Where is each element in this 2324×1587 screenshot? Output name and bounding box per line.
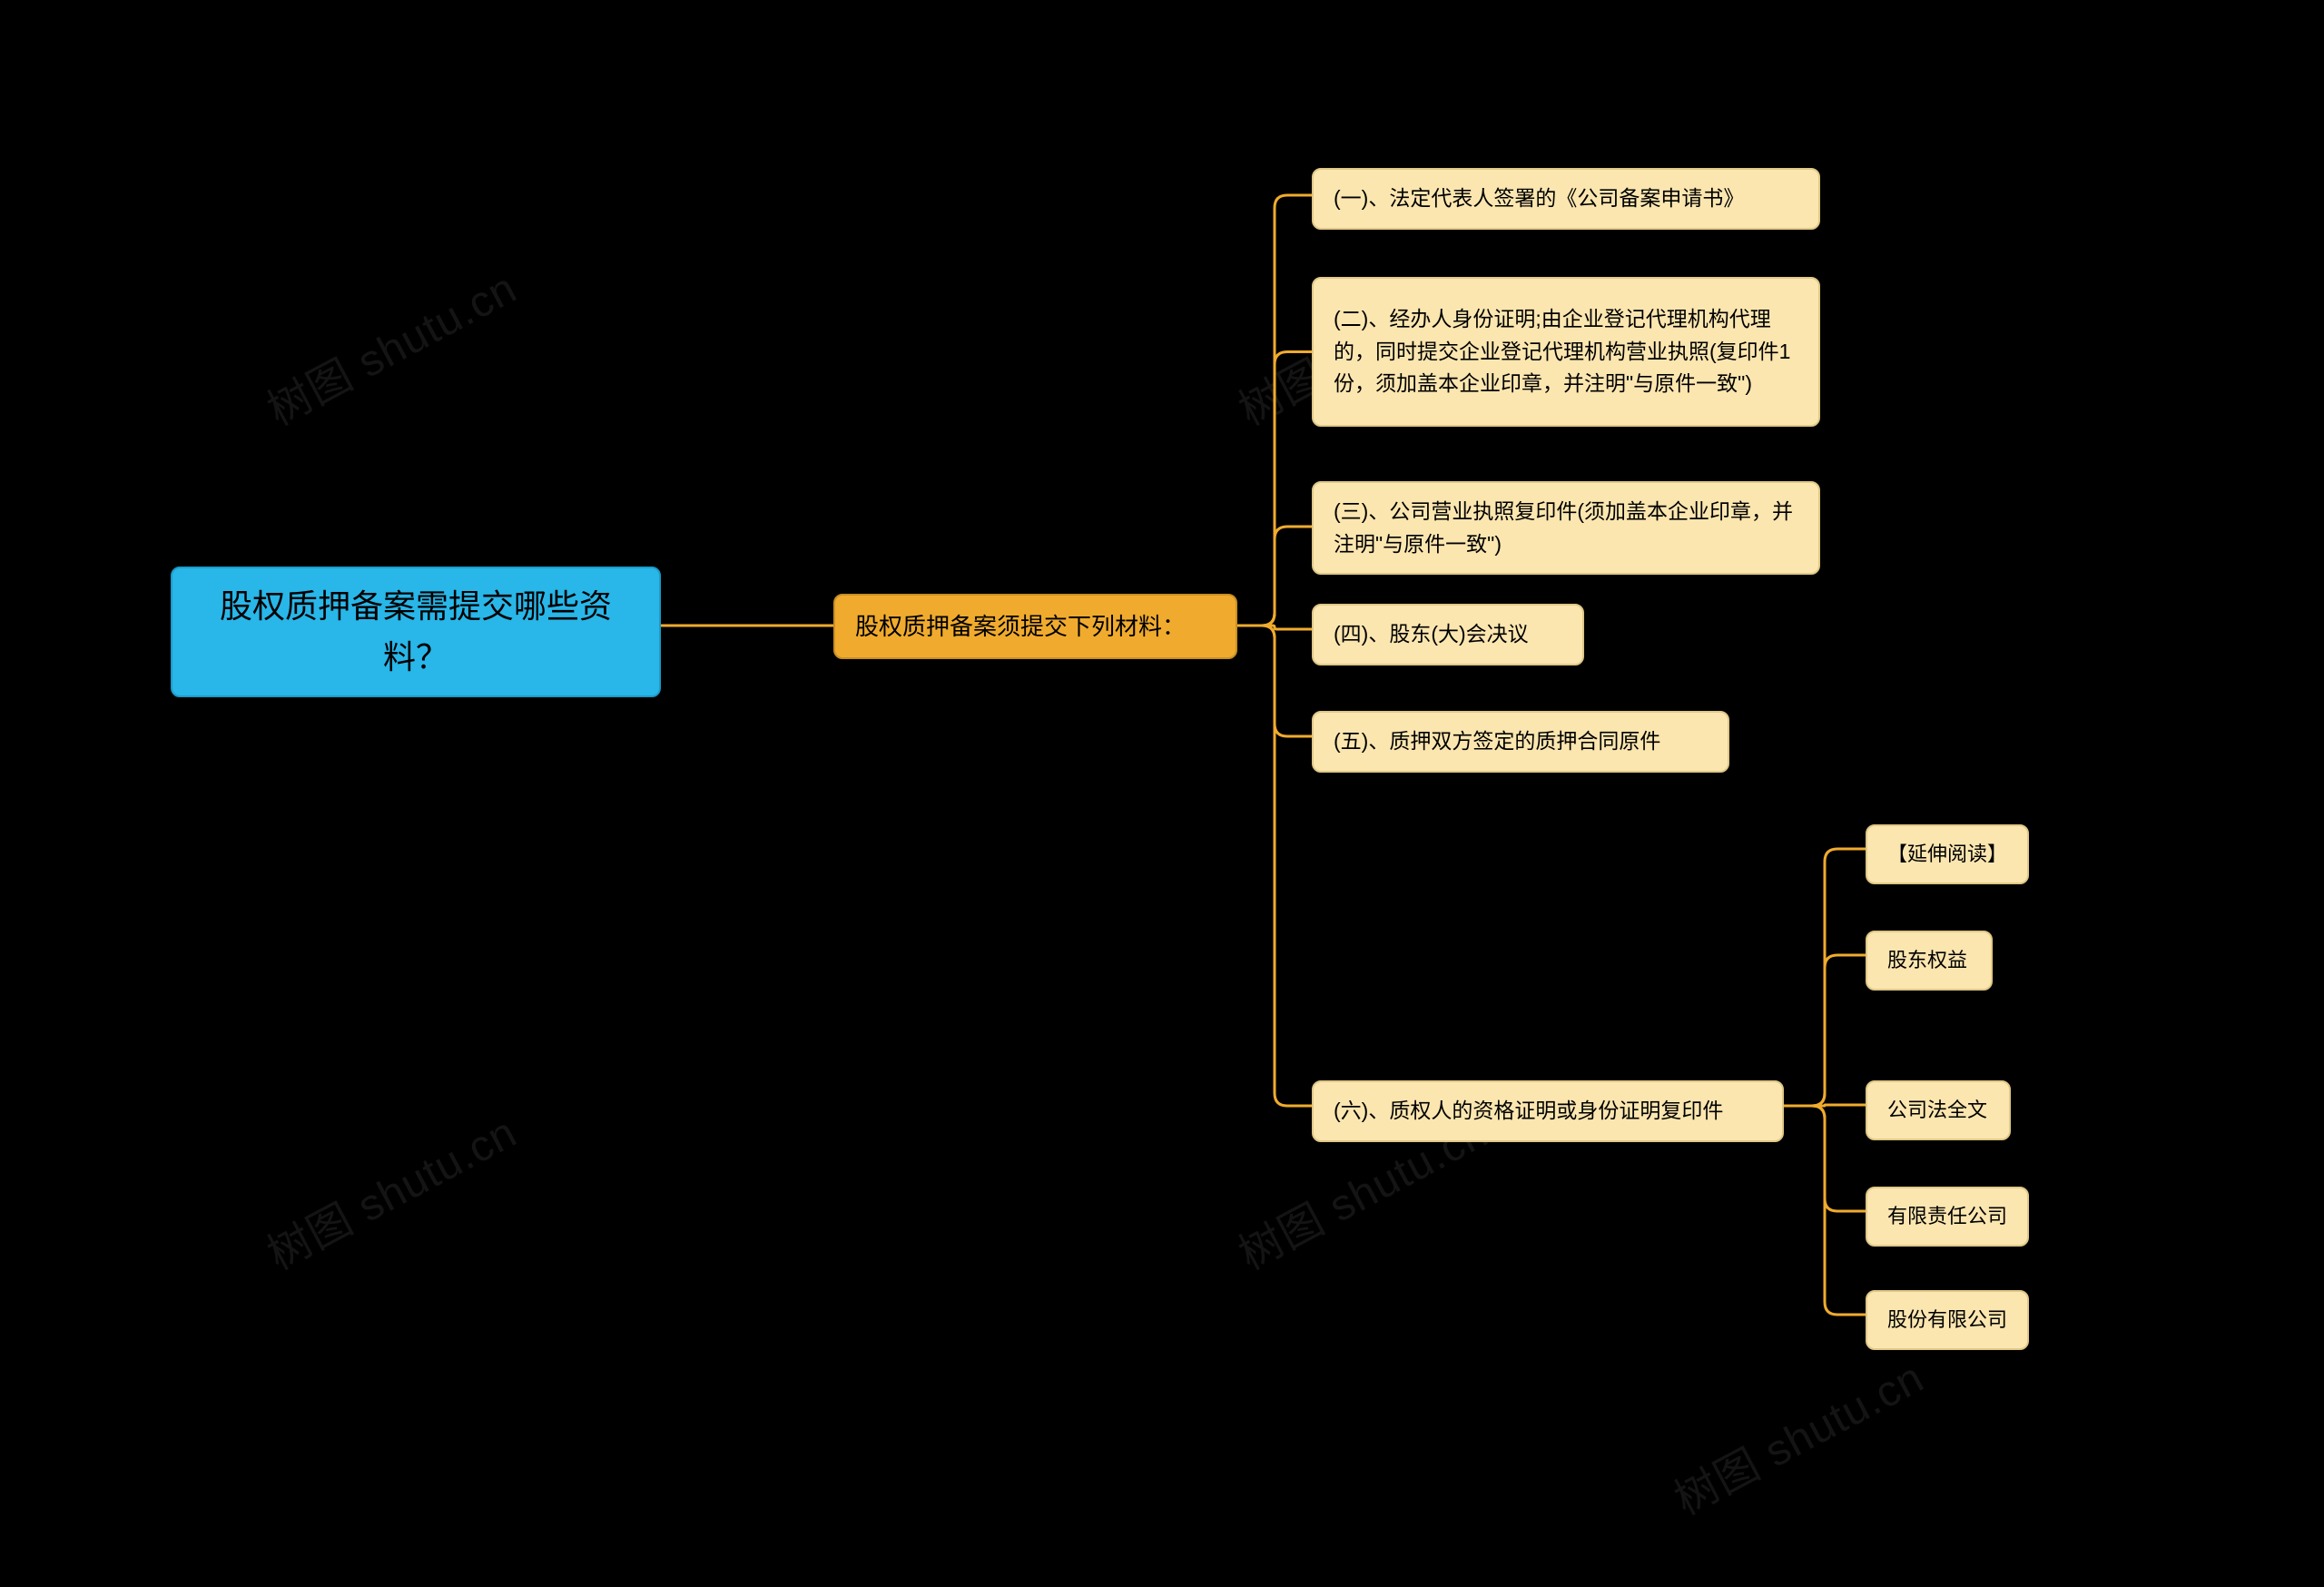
level2-node-item4-label: (四)、股东(大)会决议	[1334, 618, 1529, 651]
level2-node-item6[interactable]: (六)、质权人的资格证明或身份证明复印件	[1312, 1080, 1784, 1142]
level2-node-item1-label: (一)、法定代表人签署的《公司备案申请书》	[1334, 182, 1744, 215]
level2-node-item2[interactable]: (二)、经办人身份证明;由企业登记代理机构代理的，同时提交企业登记代理机构营业执…	[1312, 277, 1820, 427]
level3-node-ext3-label: 公司法全文	[1887, 1095, 1987, 1126]
level2-node-item4[interactable]: (四)、股东(大)会决议	[1312, 604, 1584, 665]
level3-node-ext5-label: 股份有限公司	[1887, 1305, 2007, 1336]
level3-node-ext5[interactable]: 股份有限公司	[1866, 1290, 2029, 1350]
level2-node-item3-label: (三)、公司营业执照复印件(须加盖本企业印章，并注明"与原件一致")	[1334, 496, 1798, 560]
root-node-label: 股权质押备案需提交哪些资料？	[192, 581, 639, 683]
watermark: 树图 shutu.cn	[1661, 1342, 1933, 1526]
level3-node-ext4-label: 有限责任公司	[1887, 1201, 2007, 1232]
mindmap-canvas: 树图 shutu.cn树图 shutu.cn树图 shutu.cn树图 shut…	[0, 0, 2324, 1587]
level3-node-ext1-label: 【延伸阅读】	[1887, 839, 2007, 870]
level2-node-item5[interactable]: (五)、质押双方签定的质押合同原件	[1312, 711, 1729, 773]
level2-node-item5-label: (五)、质押双方签定的质押合同原件	[1334, 725, 1660, 758]
level2-node-item2-label: (二)、经办人身份证明;由企业登记代理机构代理的，同时提交企业登记代理机构营业执…	[1334, 303, 1798, 400]
level3-node-ext2[interactable]: 股东权益	[1866, 931, 1993, 991]
level1-node-label: 股权质押备案须提交下列材料：	[855, 608, 1186, 645]
level1-node[interactable]: 股权质押备案须提交下列材料：	[833, 594, 1237, 659]
watermark: 树图 shutu.cn	[254, 1097, 526, 1281]
level3-node-ext2-label: 股东权益	[1887, 945, 1967, 976]
level2-node-item3[interactable]: (三)、公司营业执照复印件(须加盖本企业印章，并注明"与原件一致")	[1312, 481, 1820, 575]
level2-node-item6-label: (六)、质权人的资格证明或身份证明复印件	[1334, 1095, 1723, 1128]
level3-node-ext3[interactable]: 公司法全文	[1866, 1080, 2011, 1140]
level2-node-item1[interactable]: (一)、法定代表人签署的《公司备案申请书》	[1312, 168, 1820, 230]
level3-node-ext4[interactable]: 有限责任公司	[1866, 1187, 2029, 1247]
watermark: 树图 shutu.cn	[254, 252, 526, 437]
root-node[interactable]: 股权质押备案需提交哪些资料？	[171, 567, 661, 697]
level3-node-ext1[interactable]: 【延伸阅读】	[1866, 824, 2029, 884]
